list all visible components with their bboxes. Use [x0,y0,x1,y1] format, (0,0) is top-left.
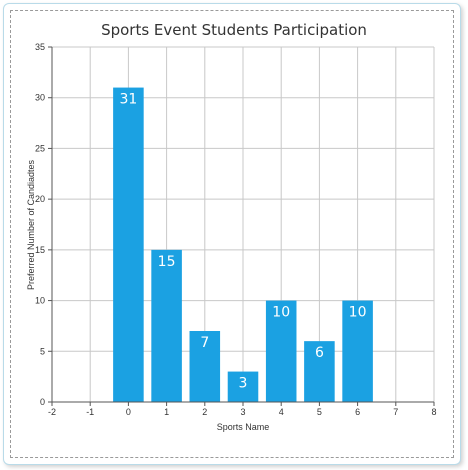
bar [189,331,221,402]
chart-area-border [10,10,454,458]
bar [342,300,373,402]
x-tick-label: -1 [86,407,94,417]
x-tick-label: 7 [393,407,398,417]
bar [265,300,297,402]
x-tick-label: 1 [164,407,169,417]
y-tick-label: 20 [35,194,45,204]
x-tick-label: 0 [126,407,131,417]
x-tick-label: -2 [48,407,56,417]
x-tick-label: 4 [279,407,284,417]
x-axis-label: Sports Name [217,422,270,432]
x-tick-label: 8 [431,407,436,417]
bar [227,371,259,402]
y-tick-label: 0 [40,397,45,407]
bar-value-label: 31 [119,92,137,108]
bar-value-label: 6 [315,345,324,361]
bar [151,249,182,402]
chart-title: Sports Event Students Participation [101,21,367,39]
bar-value-label: 15 [158,254,176,270]
y-tick-label: 5 [40,346,45,356]
axes: -2 -1 0 1 2 3 4 5 6 7 8 0 5 10 15 20 25 30 35 [35,42,437,417]
y-tick-label: 15 [35,245,45,255]
x-tick-label: 6 [355,407,360,417]
y-tick-label: 35 [35,42,45,52]
y-tick-label: 10 [35,296,45,306]
y-tick-label: 25 [35,143,45,153]
gridlines [51,46,435,403]
bar-value-label: 3 [239,376,248,392]
bars [113,87,373,403]
bar-value-label: 10 [349,305,367,321]
y-tick-label: 30 [35,93,45,103]
bar [304,341,335,402]
bar-value-label: 10 [272,305,290,321]
bar-value-label: 7 [200,335,209,351]
x-tick-label: 3 [240,407,245,417]
bar [113,87,144,403]
y-axis-label: Preferred Number of Candiadtes [26,159,36,290]
data-labels: 31 15 7 3 10 6 10 [119,92,366,392]
x-tick-label: 5 [317,407,322,417]
x-tick-label: 2 [202,407,207,417]
